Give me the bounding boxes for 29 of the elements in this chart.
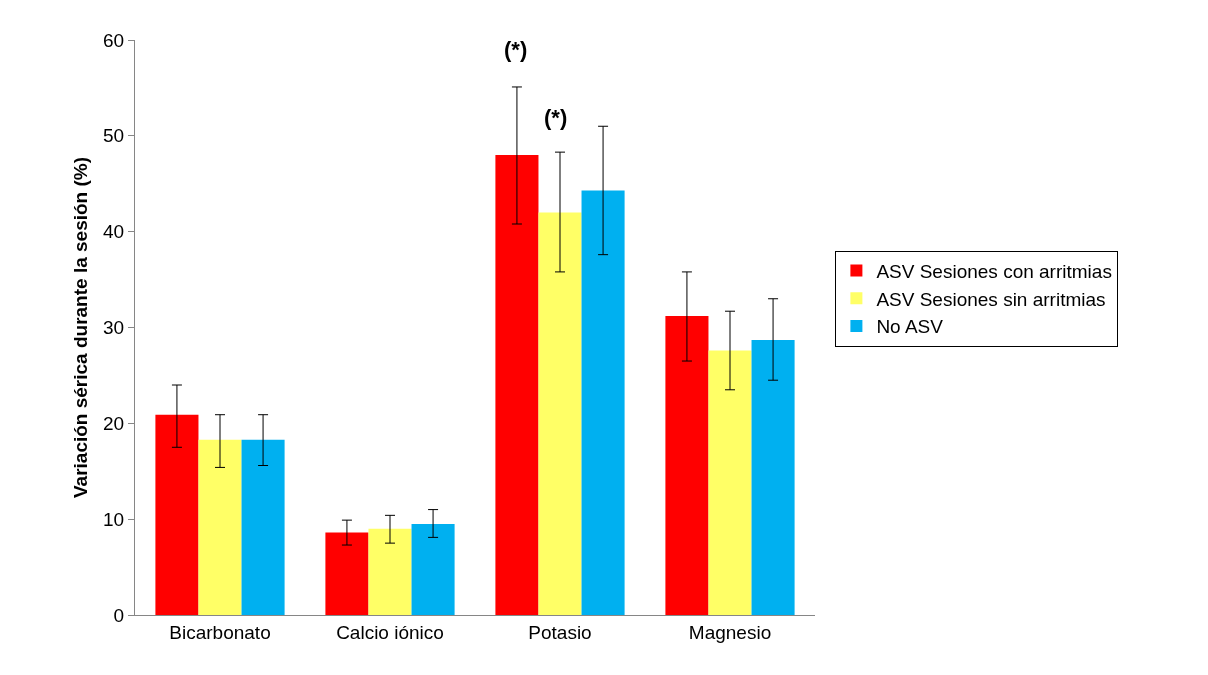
x-tick-label: Bicarbonato <box>169 621 271 643</box>
x-tick-label: Calcio iónico <box>336 621 444 643</box>
bar <box>665 316 709 615</box>
bar <box>495 155 539 615</box>
bar <box>538 212 582 615</box>
y-tick-label: 60 <box>103 29 125 51</box>
bar <box>751 339 795 615</box>
bar <box>155 414 199 615</box>
bar <box>411 523 455 615</box>
y-tick-label: 0 <box>113 604 125 626</box>
y-tick-label: 20 <box>103 412 125 434</box>
y-tick-label: 10 <box>103 508 125 530</box>
legend-label: ASV Sesiones con arritmias <box>876 261 1112 283</box>
y-tick-label: 50 <box>103 125 125 147</box>
legend-label: ASV Sesiones sin arritmias <box>876 288 1106 310</box>
annotation: (*) <box>544 105 568 130</box>
x-tick-label: Magnesio <box>688 621 772 643</box>
annotation: (*) <box>504 37 528 62</box>
legend-label: No ASV <box>876 316 944 338</box>
y-axis-title: Variación sérica durante la sesión (%) <box>70 156 91 499</box>
bar <box>198 439 242 615</box>
bar <box>241 439 285 615</box>
bar <box>708 350 752 615</box>
bar <box>368 528 412 615</box>
bar <box>325 532 369 615</box>
bar <box>581 190 625 615</box>
x-tick-label: Potasio <box>528 621 592 643</box>
y-tick-label: 40 <box>103 221 125 243</box>
y-tick-label: 30 <box>103 317 125 339</box>
